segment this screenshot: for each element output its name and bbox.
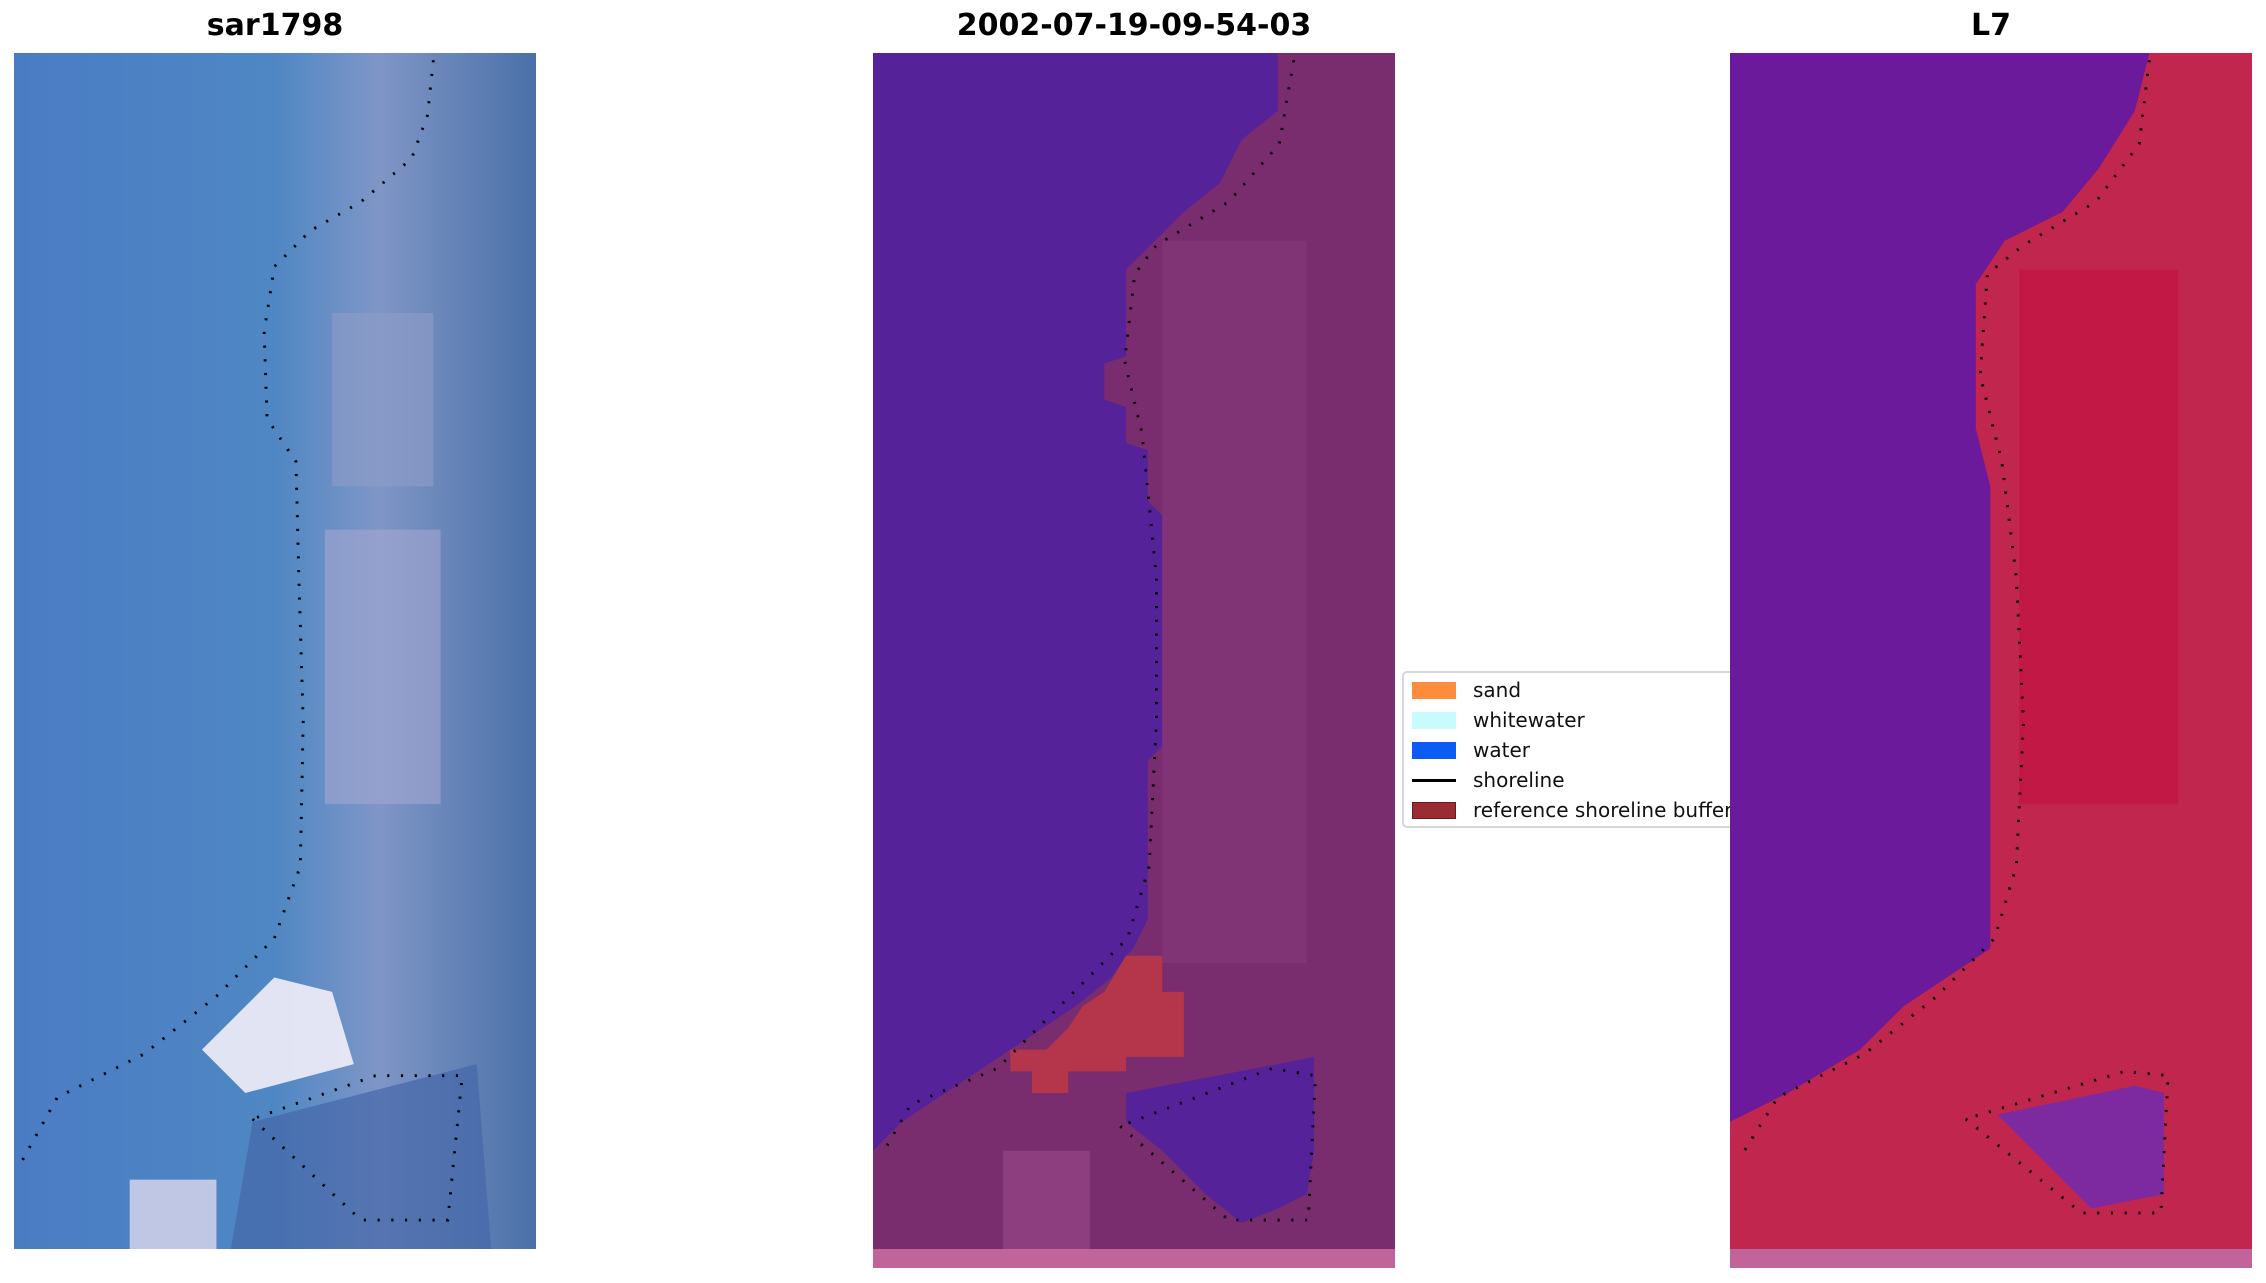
legend-item-whitewater: whitewater [1412,708,1585,732]
classified-image-panel [873,53,1395,1249]
legend-label: shoreline [1473,768,1565,792]
legend-label: whitewater [1473,708,1585,732]
buffer-swatch [1412,801,1456,819]
legend-item-reference-buffer: reference shoreline buffer [1412,798,1733,822]
shoreline [19,60,435,1164]
panel-title-rgb: sar1798 [206,8,344,43]
buffer-region [1010,955,1184,1093]
sand-swatch [1412,681,1456,699]
rgb-image-panel [14,53,536,1249]
legend-label: sand [1473,678,1522,702]
legend-item-shoreline: shoreline [1412,768,1565,792]
legend-item-sand: sand [1412,678,1522,702]
image-strip [1730,1249,2252,1268]
shoreline-line-swatch [1412,778,1456,782]
legend-item-water: water [1412,738,1530,762]
panel-title-classified: 2002-07-19-09-54-03 [956,8,1312,43]
legend-label: reference shoreline buffer [1473,798,1733,822]
shoreline-segment [1964,1069,2170,1215]
index-image-panel [1730,53,2252,1249]
panel-title-index: L7 [1971,8,2011,43]
whitewater-swatch [1412,711,1456,729]
legend: sand whitewater water shoreline referenc… [1402,671,1742,828]
water-swatch [1412,741,1456,759]
water-region [1730,53,2150,1122]
water-region [873,53,1278,1151]
image-strip [873,1249,1395,1268]
legend-label: water [1473,738,1530,762]
